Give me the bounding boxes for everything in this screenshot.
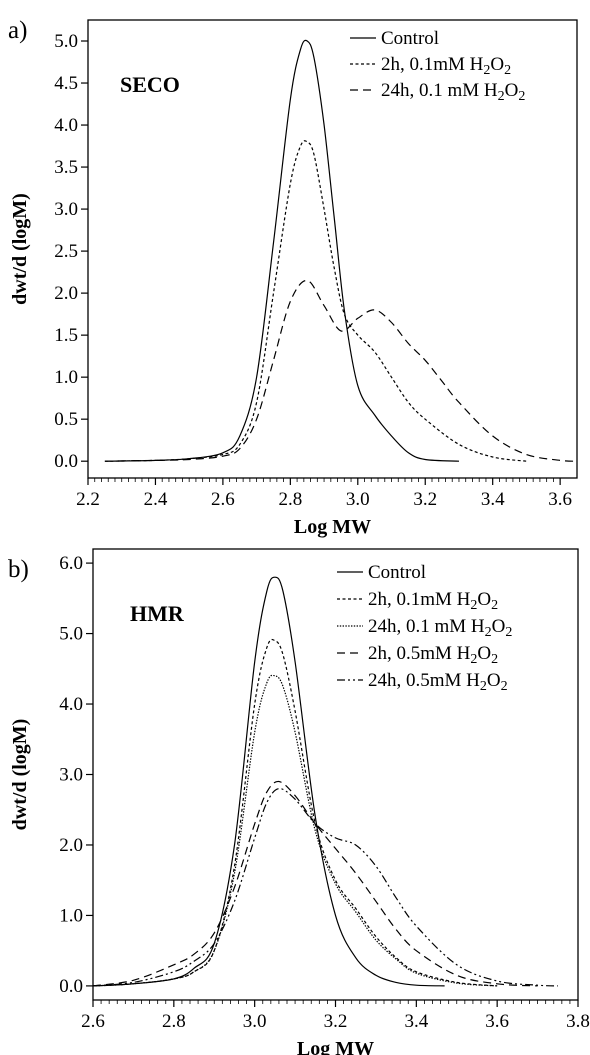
panel-label: a) [8, 17, 27, 44]
y-tick-label: 0.0 [59, 976, 83, 997]
series-line-2 [105, 141, 527, 461]
y-tick-label: 2.0 [59, 835, 83, 856]
x-tick-label: 3.2 [324, 1011, 348, 1032]
sample-label: SECO [120, 72, 180, 97]
y-axis-title: dwt/d (logM) [9, 719, 31, 831]
y-tick-label: 1.0 [54, 367, 78, 388]
x-tick-label: 3.2 [413, 489, 437, 510]
legend-label: 2h, 0.1mM H2O2 [381, 54, 511, 78]
y-tick-label: 4.0 [54, 115, 78, 136]
chart-panel-a: 2.2 2.4 2.6 2.8 3.0 3.2 3.4 3.6 0.0 0.5 1.0 1.5 2.0 2… [8, 17, 577, 538]
x-axis-title: Log MW [294, 516, 371, 538]
y-tick-label: 3.0 [59, 765, 83, 786]
series-line-3 [93, 675, 497, 986]
y-tick-label: 0.0 [54, 451, 78, 472]
series-line-3 [105, 280, 577, 461]
legend-label: 2h, 0.5mM H2O2 [368, 643, 498, 667]
y-tick-label: 6.0 [59, 553, 83, 574]
legend-label: 2h, 0.1mM H2O2 [368, 589, 498, 613]
x-axis-title: Log MW [297, 1038, 374, 1055]
legend-label: 24h, 0.1 mM H2O2 [381, 80, 525, 104]
x-tick-label: 2.6 [81, 1011, 105, 1032]
y-tick-label: 1.0 [59, 905, 83, 926]
chart-panel-b: 2.6 2.8 3.0 3.2 3.4 3.6 3.8 0.0 1.0 2.0 3.0 4.0 5.0 6… [8, 549, 590, 1055]
sample-label: HMR [130, 601, 185, 626]
legend-label: Control [368, 562, 426, 583]
series-line-1 [105, 40, 459, 461]
y-tick-label: 4.0 [59, 694, 83, 715]
y-tick-label: 1.5 [54, 325, 78, 346]
y-tick-label: 3.5 [54, 157, 78, 178]
legend-label: 24h, 0.5mM H2O2 [368, 670, 508, 694]
x-tick-label: 3.8 [566, 1011, 590, 1032]
y-tick-label: 2.0 [54, 283, 78, 304]
series-line-2 [93, 640, 497, 986]
y-tick-label: 0.5 [54, 409, 78, 430]
x-tick-label: 3.6 [485, 1011, 509, 1032]
x-tick-label: 3.0 [243, 1011, 267, 1032]
y-tick-label: 5.0 [59, 624, 83, 645]
x-tick-label: 3.0 [346, 489, 370, 510]
y-tick-label: 2.5 [54, 241, 78, 262]
legend-label: 24h, 0.1 mM H2O2 [368, 616, 512, 640]
x-tick-label: 2.6 [211, 489, 235, 510]
x-tick-label: 3.4 [404, 1011, 428, 1032]
x-tick-label: 3.6 [548, 489, 572, 510]
y-tick-label: 4.5 [54, 73, 78, 94]
y-axis-title: dwt/d (logM) [9, 193, 31, 305]
x-tick-label: 2.8 [162, 1011, 186, 1032]
x-tick-label: 2.8 [278, 489, 302, 510]
x-tick-label: 2.4 [144, 489, 168, 510]
panel-label: b) [8, 556, 29, 583]
x-tick-label: 3.4 [481, 489, 505, 510]
x-tick-label: 2.2 [76, 489, 100, 510]
series-line-5 [93, 789, 558, 986]
y-tick-label: 3.0 [54, 199, 78, 220]
legend-label: Control [381, 28, 439, 49]
y-tick-label: 5.0 [54, 31, 78, 52]
series-line-4 [93, 781, 538, 985]
